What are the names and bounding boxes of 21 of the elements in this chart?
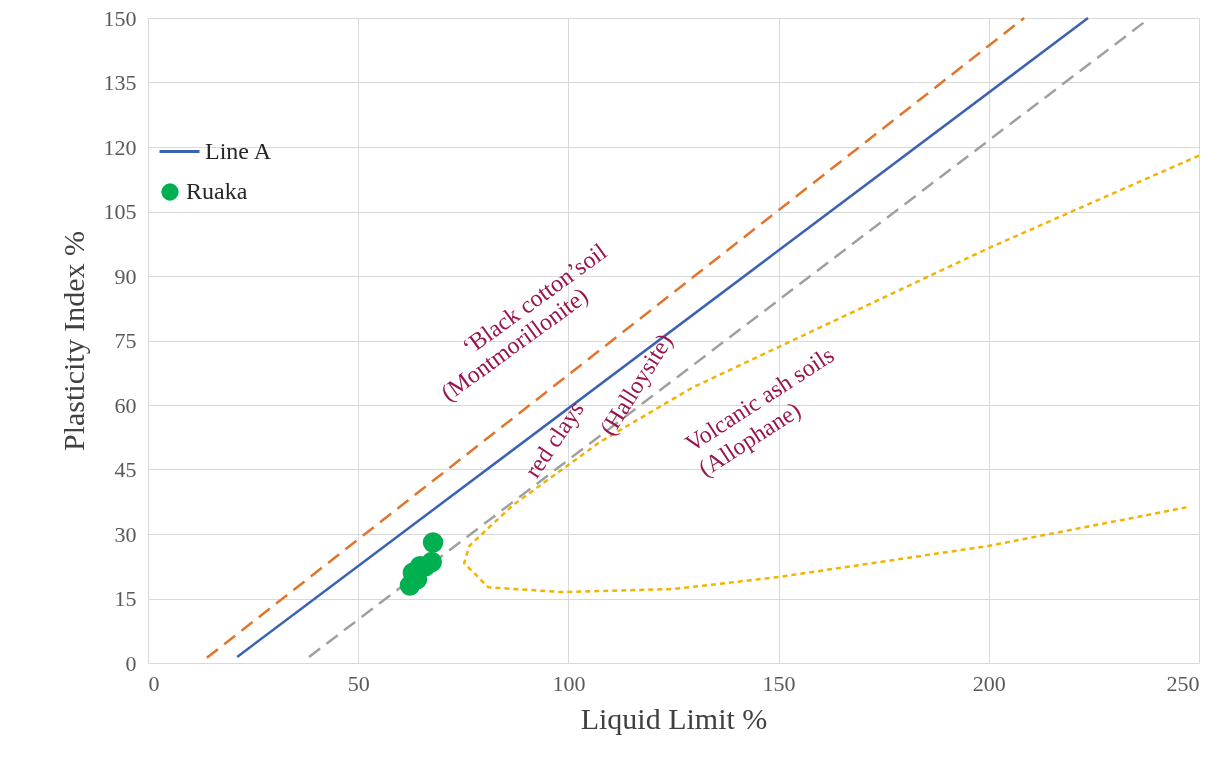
legend-label: Ruaka <box>186 178 248 204</box>
x-axis-title: Liquid Limit % <box>580 701 768 735</box>
y-tick-label: 60 <box>114 392 137 418</box>
y-tick-label: 120 <box>103 134 137 160</box>
y-tick-label: 30 <box>114 521 137 547</box>
x-tick-label: 100 <box>552 670 586 696</box>
y-tick-label: 75 <box>114 328 137 353</box>
y-tick-label: 45 <box>114 457 137 482</box>
y-tick-label: 105 <box>103 199 137 224</box>
x-tick-label: 0 <box>148 670 160 696</box>
y-tick-label: 15 <box>114 586 137 611</box>
x-tick-label: 200 <box>972 670 1006 696</box>
x-tick-label: 50 <box>347 670 370 696</box>
y-tick-label: 0 <box>125 650 137 676</box>
x-tick-label: 150 <box>762 670 796 696</box>
x-tick-label: 250 <box>1166 670 1200 696</box>
y-tick-label: 135 <box>103 70 137 95</box>
legend-label: Line A <box>205 137 272 164</box>
y-tick-label: 90 <box>114 263 137 289</box>
y-tick-label: 150 <box>103 5 137 31</box>
y-axis-title: Plasticity Index % <box>56 231 90 451</box>
